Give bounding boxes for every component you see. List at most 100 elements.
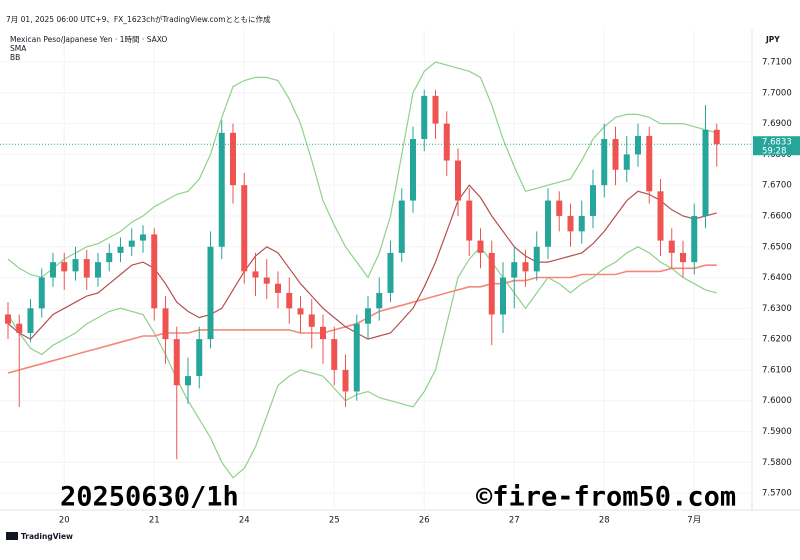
x-tick-label: 25 [329, 516, 340, 526]
plot [0, 30, 752, 510]
y-tick-label: 7.5700 [762, 489, 792, 499]
candle-body [196, 339, 203, 377]
y-tick-label: 7.6900 [762, 119, 792, 129]
candle-body [578, 215, 585, 232]
candle-body [432, 95, 439, 124]
candle-body [556, 200, 563, 216]
y-tick-label: 7.6600 [762, 211, 792, 221]
brand[interactable]: TradingView [21, 532, 73, 541]
candle-body [38, 277, 45, 309]
candle-body [275, 283, 281, 293]
candle-body [218, 132, 225, 247]
y-tick-label: 7.6200 [762, 335, 792, 345]
candle-body [421, 95, 428, 139]
candle-body [545, 200, 551, 247]
y-tick-label: 7.6300 [762, 304, 792, 314]
indicator-line [7, 184, 717, 340]
candle-body [466, 200, 473, 241]
candle-body [297, 308, 304, 315]
candle-body [365, 308, 371, 324]
watermark-left: 20250630/1h [60, 482, 239, 513]
candle-body [646, 135, 653, 192]
candle-body [410, 138, 416, 201]
candle-body [151, 234, 158, 309]
indicator-line [7, 61, 717, 279]
candle-body [61, 262, 68, 272]
candle-body [691, 215, 698, 263]
candle-body [590, 185, 596, 216]
candle-body [241, 185, 248, 272]
candle-body [263, 277, 270, 284]
x-tick-label: 26 [419, 516, 430, 526]
candle-body [117, 246, 124, 253]
candle-body [72, 259, 79, 272]
candle-body [522, 262, 529, 272]
candle-body [533, 246, 540, 272]
candle-body [5, 314, 11, 324]
candle-body [207, 246, 214, 340]
header-title: 7月 01, 2025 06:00 UTC+9、FX_1623chがTradin… [6, 14, 271, 24]
candle-body [331, 339, 338, 370]
legend-bb: BB [10, 53, 20, 62]
candle-body [376, 292, 383, 309]
candle-body [511, 262, 518, 278]
candle-body [398, 200, 405, 253]
candle-body [488, 252, 495, 315]
currency: JPY [765, 35, 780, 44]
indicator-line [7, 264, 717, 374]
candle-body [713, 129, 720, 145]
candle-body [27, 308, 34, 333]
x-tick-label: 20 [59, 516, 70, 526]
candle-body [353, 323, 360, 392]
candle-body [680, 252, 686, 263]
candle-body [140, 234, 146, 241]
watermark-right: ©fire-from50.com [476, 482, 736, 513]
symbol: Mexican Peso/Japanese Yen · 1時間 · SAXO [10, 35, 167, 44]
candle-body [601, 138, 608, 186]
candle-body [320, 326, 326, 340]
candle-body [635, 135, 641, 155]
candle-body [623, 154, 630, 170]
countdown: 59:28 [762, 147, 787, 157]
y-tick-label: 7.5800 [762, 458, 792, 468]
x-tick-label: 28 [599, 516, 610, 526]
y-tick-label: 7.6700 [762, 181, 792, 191]
candle-body [128, 240, 135, 247]
indicator-line [7, 245, 717, 479]
y-tick-label: 7.7100 [762, 58, 792, 68]
candle-body [286, 292, 293, 309]
candle-body [567, 215, 574, 232]
candle-body [612, 138, 619, 170]
candle-body [50, 262, 56, 278]
candle-body [477, 240, 484, 253]
brand-logo [6, 532, 18, 540]
x-tick-label: 7月 [687, 516, 701, 526]
candle-body [668, 240, 675, 253]
candle-body [443, 123, 450, 161]
y-tick-label: 7.6000 [762, 396, 792, 406]
candle-body [230, 132, 236, 186]
candle-body [162, 308, 169, 340]
legend-sma: SMA [10, 44, 27, 53]
y-tick-label: 7.5900 [762, 427, 792, 437]
candle-body [657, 191, 664, 241]
x-tick-label: 24 [239, 516, 250, 526]
candle-body [185, 376, 191, 386]
candle-body [500, 277, 506, 315]
y-tick-label: 7.6400 [762, 273, 792, 283]
last-price-box [753, 136, 800, 156]
last-price-label: 7.6833 [762, 138, 792, 148]
candle-body [16, 323, 23, 333]
candle-body [387, 252, 394, 293]
y-tick-label: 7.6100 [762, 365, 792, 375]
candle-body [252, 271, 259, 278]
candle-body [455, 160, 461, 201]
candle-body [702, 129, 709, 216]
x-tick-label: 27 [509, 516, 520, 526]
candle-body [83, 259, 90, 278]
y-tick-label: 7.7000 [762, 88, 792, 98]
y-tick-label: 7.6500 [762, 242, 792, 252]
candle-body [95, 262, 101, 278]
